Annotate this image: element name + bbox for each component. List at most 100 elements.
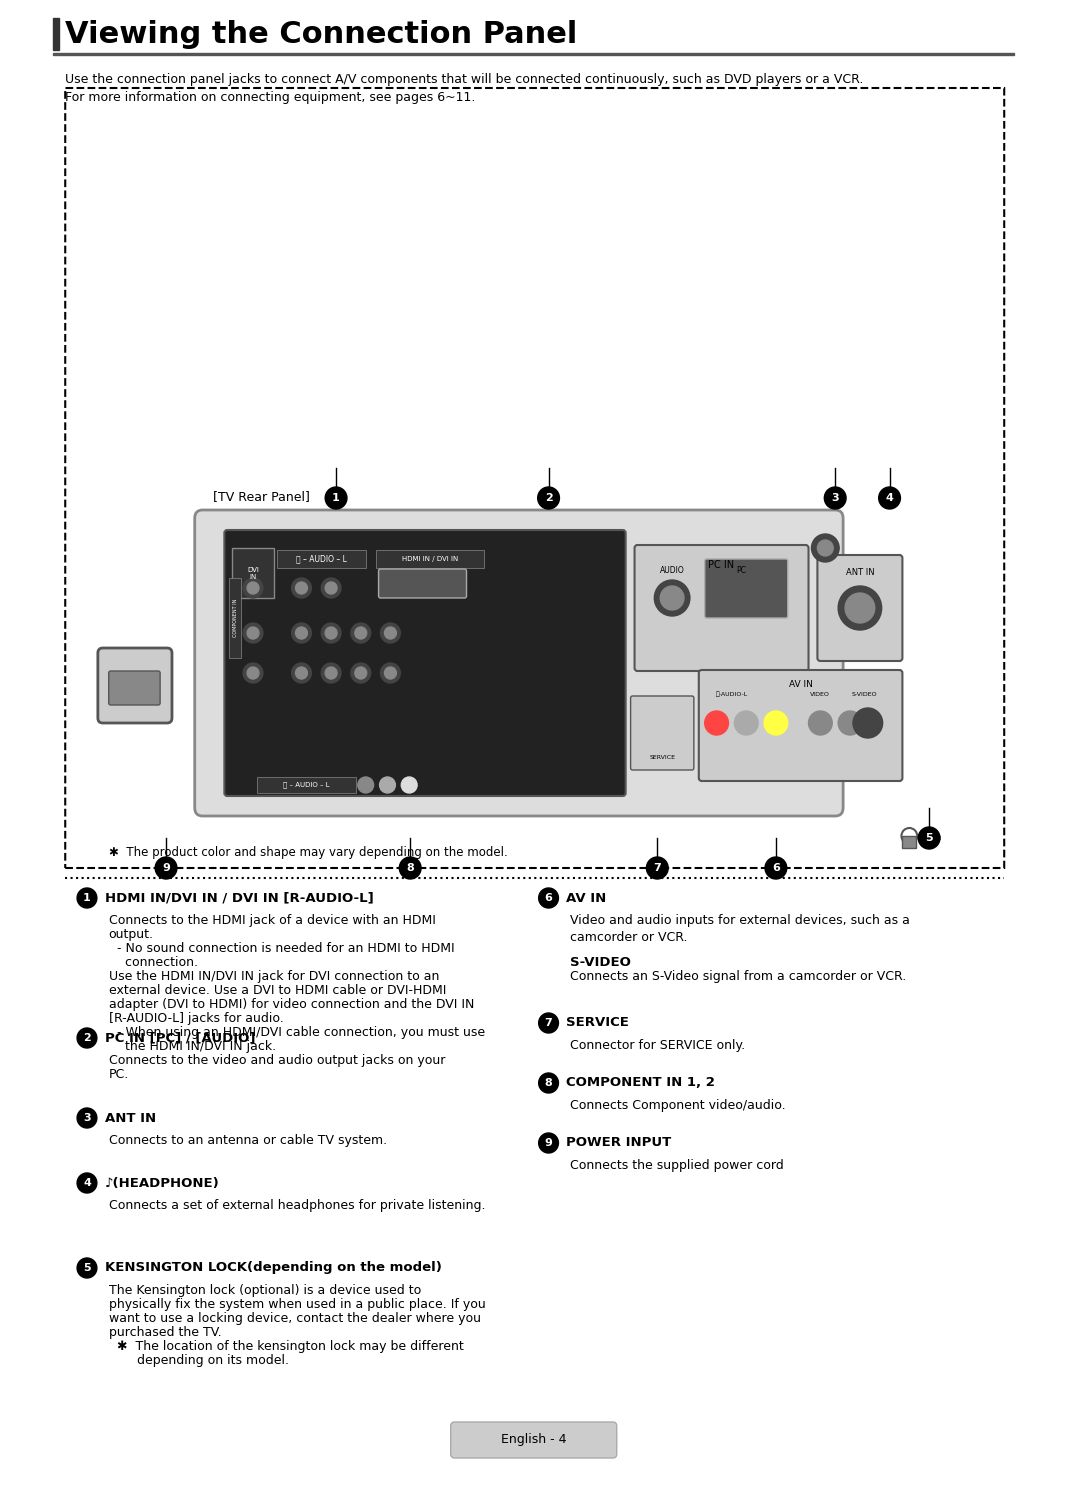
Circle shape [247,667,259,679]
Text: 6: 6 [772,863,780,873]
Text: SERVICE: SERVICE [649,754,675,760]
Text: S-VIDEO: S-VIDEO [852,692,878,696]
Text: HDMI IN / DVI IN: HDMI IN / DVI IN [402,557,458,562]
Text: connection.: connection. [117,955,198,969]
Text: purchased the TV.: purchased the TV. [109,1326,221,1339]
Circle shape [247,626,259,638]
FancyBboxPatch shape [65,88,1004,868]
FancyBboxPatch shape [699,670,903,781]
Bar [53,54,1014,55]
Circle shape [325,487,347,509]
Text: PC: PC [737,565,746,574]
Circle shape [845,594,875,623]
Circle shape [355,667,367,679]
Circle shape [292,577,311,598]
Text: Connects the supplied power cord: Connects the supplied power cord [570,1159,784,1173]
Text: [TV Rear Panel]: [TV Rear Panel] [213,490,309,503]
Text: Viewing the Connection Panel: Viewing the Connection Panel [65,19,578,49]
Circle shape [77,1173,97,1193]
Bar [229,577,241,658]
Circle shape [296,582,308,594]
Circle shape [809,711,833,735]
Text: 8: 8 [544,1077,553,1088]
Circle shape [243,623,262,643]
Text: 1: 1 [333,493,340,503]
Text: ANT IN: ANT IN [846,568,874,577]
Circle shape [765,857,786,879]
Text: Ⓡ – AUDIO – L: Ⓡ – AUDIO – L [296,555,347,564]
Circle shape [379,777,395,793]
Text: output.: output. [109,929,153,940]
Text: 9: 9 [544,1138,553,1149]
FancyBboxPatch shape [194,510,843,815]
Text: Connects to an antenna or cable TV system.: Connects to an antenna or cable TV syste… [109,1134,387,1147]
Text: AUDIO: AUDIO [660,565,685,574]
Text: 3: 3 [83,1113,91,1123]
Bar [276,551,366,568]
FancyBboxPatch shape [450,1423,617,1458]
Text: Connects to the video and audio output jacks on your: Connects to the video and audio output j… [109,1054,445,1067]
Circle shape [647,857,669,879]
Text: 4: 4 [886,493,893,503]
Text: ANT IN: ANT IN [105,1112,156,1125]
Text: VIDEO: VIDEO [810,692,831,696]
Text: physically fix the system when used in a public place. If you: physically fix the system when used in a… [109,1298,486,1311]
Text: 2: 2 [83,1033,91,1043]
Circle shape [853,708,882,738]
Text: AV IN: AV IN [788,680,812,689]
Circle shape [77,1257,97,1278]
FancyBboxPatch shape [818,555,903,661]
Circle shape [380,623,401,643]
Circle shape [918,827,940,850]
Circle shape [355,626,367,638]
Circle shape [384,626,396,638]
Circle shape [402,777,417,793]
Text: 5: 5 [83,1263,91,1274]
FancyBboxPatch shape [379,568,467,598]
Text: Ⓡ – AUDIO – L: Ⓡ – AUDIO – L [283,781,329,789]
Text: Connects an S-Video signal from a camcorder or VCR.: Connects an S-Video signal from a camcor… [570,970,906,984]
Circle shape [321,577,341,598]
Text: 9: 9 [162,863,170,873]
Circle shape [77,1109,97,1128]
Circle shape [838,586,881,629]
Bar [257,777,355,793]
Text: English - 4: English - 4 [501,1433,567,1446]
Text: adapter (DVI to HDMI) for video connection and the DVI IN: adapter (DVI to HDMI) for video connecti… [109,998,474,1010]
FancyBboxPatch shape [225,530,625,796]
Text: the HDMI IN/DVI IN jack.: the HDMI IN/DVI IN jack. [117,1040,275,1054]
Text: S-VIDEO: S-VIDEO [570,955,631,969]
Text: Connector for SERVICE only.: Connector for SERVICE only. [570,1039,745,1052]
FancyBboxPatch shape [635,545,809,671]
FancyBboxPatch shape [98,647,172,723]
Text: PC.: PC. [109,1068,129,1080]
Bar [903,836,916,848]
Circle shape [818,540,834,557]
Circle shape [77,888,97,908]
Circle shape [811,534,839,562]
Circle shape [325,667,337,679]
Text: DVI
IN: DVI IN [247,567,259,579]
Circle shape [325,582,337,594]
Circle shape [539,1073,558,1094]
Text: 7: 7 [544,1018,553,1028]
Bar [376,551,484,568]
Circle shape [243,577,262,598]
Circle shape [156,857,177,879]
Circle shape [321,664,341,683]
Circle shape [654,580,690,616]
Circle shape [321,623,341,643]
Text: POWER INPUT: POWER INPUT [566,1137,672,1150]
Text: Connects Component video/audio.: Connects Component video/audio. [570,1100,786,1112]
Text: Connects a set of external headphones for private listening.: Connects a set of external headphones fo… [109,1199,485,1213]
Text: depending on its model.: depending on its model. [117,1354,288,1367]
FancyBboxPatch shape [705,559,787,618]
Circle shape [764,711,787,735]
Circle shape [539,1132,558,1153]
Circle shape [384,667,396,679]
Text: external device. Use a DVI to HDMI cable or DVI-HDMI: external device. Use a DVI to HDMI cable… [109,984,446,997]
Bar [232,548,274,598]
Text: 3: 3 [832,493,839,503]
FancyBboxPatch shape [109,671,160,705]
Text: [R-AUDIO-L] jacks for audio.: [R-AUDIO-L] jacks for audio. [109,1012,283,1025]
